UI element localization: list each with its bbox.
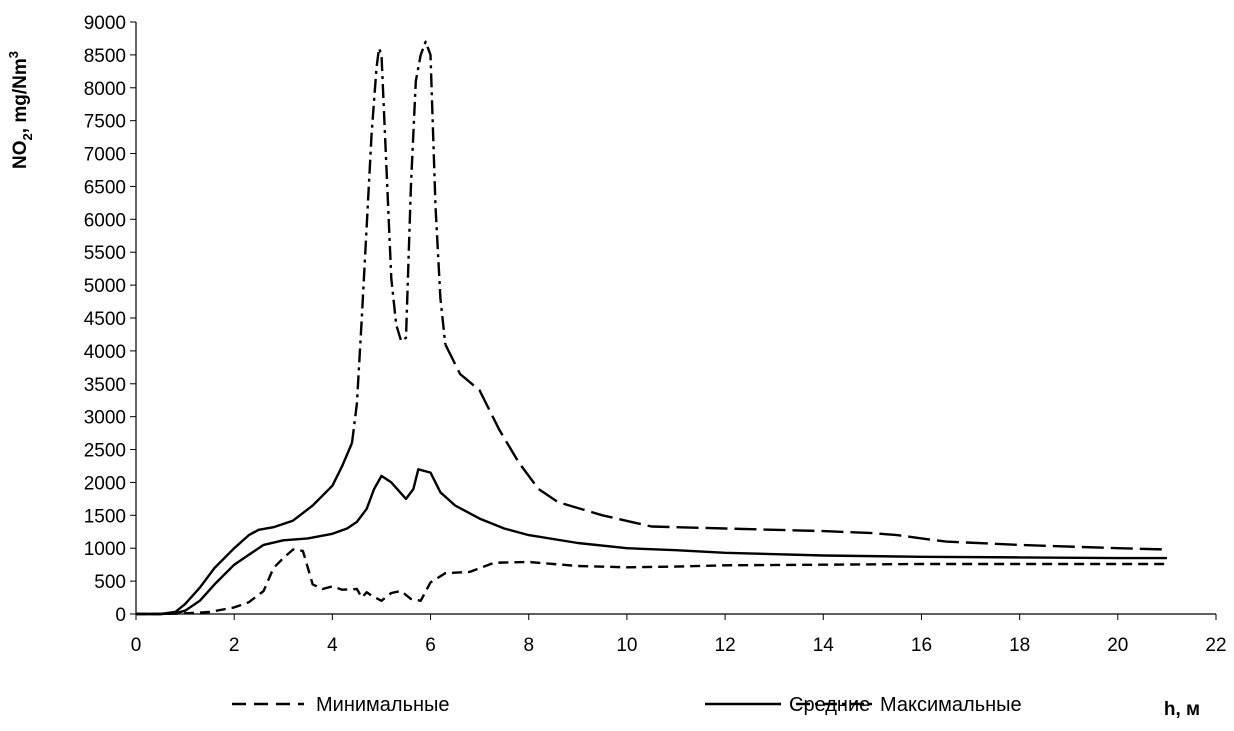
x-tick-label: 4 [327, 635, 338, 656]
y-tick-label: 4000 [84, 342, 126, 363]
y-tick-label: 5000 [84, 276, 126, 297]
y-tick-label: 500 [94, 572, 126, 593]
y-tick-label: 5500 [84, 243, 126, 264]
x-tick-label: 6 [425, 635, 436, 656]
y-tick-label: 1500 [84, 506, 126, 527]
y-tick-label: 4500 [84, 309, 126, 330]
y-axis-title-superscript: 3 [6, 51, 21, 58]
series-line-4 [350, 40, 447, 444]
y-tick-label: 2500 [84, 441, 126, 462]
y-tick-label: 3000 [84, 408, 126, 429]
y-axis-title-mid: , mg/Nm [10, 58, 31, 133]
legend-label-1: Минимальные [316, 694, 450, 716]
x-tick-label: 22 [1205, 635, 1226, 656]
x-tick-label: 18 [1009, 635, 1030, 656]
y-tick-label: 2000 [84, 473, 126, 494]
x-tick-label: 10 [616, 635, 637, 656]
y-tick-label: 0 [115, 605, 126, 626]
x-tick-label: 0 [131, 635, 142, 656]
x-tick-label: 12 [715, 635, 736, 656]
axes [130, 21, 1217, 620]
y-axis-title-subscript: 2 [20, 133, 35, 140]
y-tick-label: 6500 [84, 177, 126, 198]
x-tick-label: 14 [813, 635, 835, 656]
series-line-5 [444, 343, 1167, 551]
y-tick-label: 3500 [84, 375, 126, 396]
y-tick-label: 8500 [84, 46, 126, 67]
y-tick-label: 7500 [84, 112, 126, 133]
x-tick-label: 20 [1107, 635, 1128, 656]
y-tick-label: 7000 [84, 145, 126, 166]
x-tick-label: 2 [229, 635, 240, 656]
y-axis-title-base: NO [10, 140, 31, 169]
y-tick-label: 8000 [84, 79, 126, 100]
y-tick-label: 9000 [84, 13, 126, 34]
y-axis-title: NO2, mg/Nm3 [6, 51, 35, 169]
series-lines [136, 40, 1167, 616]
tick-labels: 0 500 1000 1500 2000 2500 3000 3500 4000 4500 5000… [84, 13, 1227, 656]
x-axis-title: h, м [1164, 699, 1200, 720]
series-line-3 [136, 442, 354, 616]
y-tick-label: 1000 [84, 539, 126, 560]
series-line-1 [136, 548, 1167, 616]
y-tick-label: 6000 [84, 210, 126, 231]
series-line-2 [136, 468, 1167, 616]
x-tick-label: 16 [911, 635, 932, 656]
x-tick-label: 8 [523, 635, 534, 656]
legend: Минимальные Средние Максимальные [232, 694, 1022, 716]
legend-label-3: Максимальные [880, 694, 1022, 716]
